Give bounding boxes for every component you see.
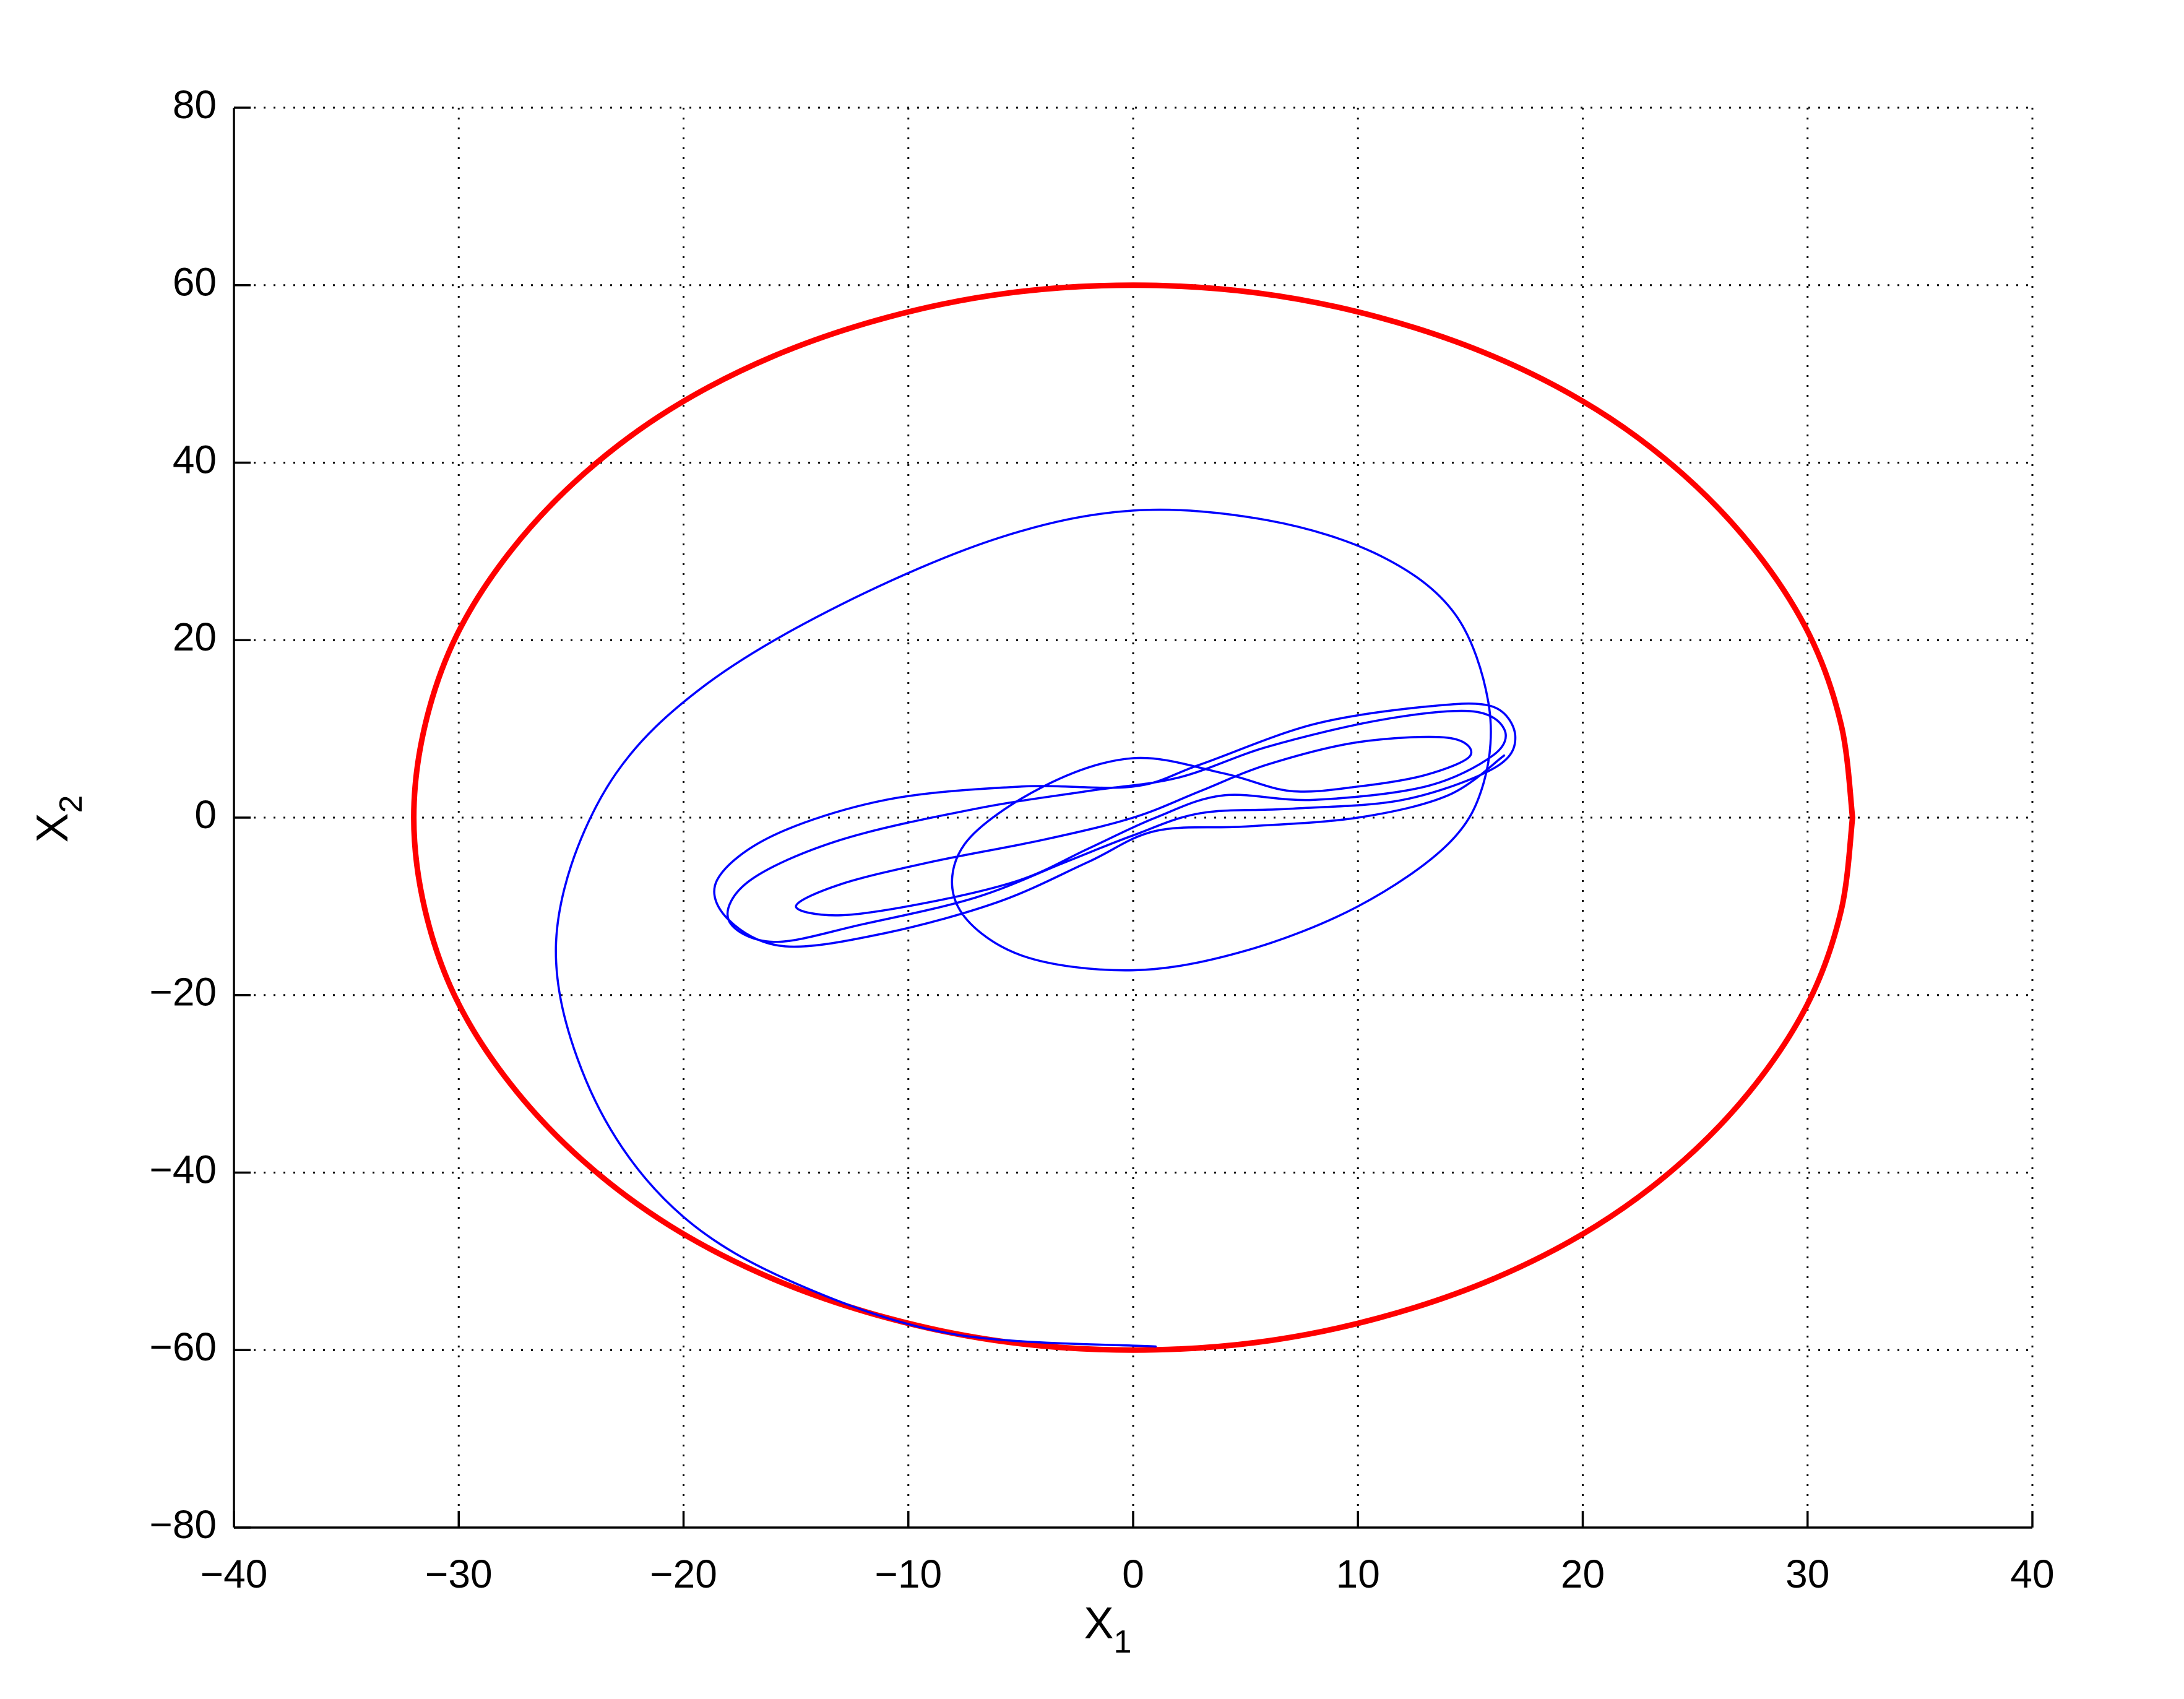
series-line (411, 282, 1855, 1353)
y-tick-label: 20 (173, 615, 217, 659)
x-tick-label: −20 (650, 1552, 717, 1596)
y-label-sub: 2 (53, 795, 89, 813)
x-label-main: X (1084, 1599, 1114, 1648)
x-tick-label: −10 (874, 1552, 942, 1596)
y-tick-label: 60 (173, 260, 217, 305)
y-label-main: X (28, 813, 77, 842)
ticks: −40 −30 −20 −10 0 10 20 30 40 −80 −60 −40 −20 0 20 40 60… (149, 82, 2054, 1596)
x-label-sub: 1 (1114, 1624, 1132, 1660)
y-tick-label: 80 (173, 82, 217, 127)
series-line (555, 508, 1517, 1348)
x-tick-label: 20 (1561, 1552, 1605, 1596)
y-axis-label: X2 (28, 795, 89, 843)
y-tick-label: 0 (194, 792, 217, 837)
y-tick-label: −60 (149, 1325, 217, 1369)
x-tick-label: 10 (1336, 1552, 1380, 1596)
x-tick-label: 40 (2010, 1552, 2054, 1596)
y-tick-label: −40 (149, 1147, 217, 1191)
x-tick-label: −40 (201, 1552, 268, 1596)
x-tick-label: 0 (1122, 1552, 1144, 1596)
x-axis-label: X1 (1084, 1599, 1132, 1660)
plot-lines (411, 282, 1855, 1353)
y-tick-label: 40 (173, 437, 217, 482)
x-tick-label: −30 (425, 1552, 493, 1596)
y-tick-label: −80 (149, 1502, 217, 1547)
y-tick-label: −20 (149, 970, 217, 1014)
x-tick-label: 30 (1785, 1552, 1829, 1596)
